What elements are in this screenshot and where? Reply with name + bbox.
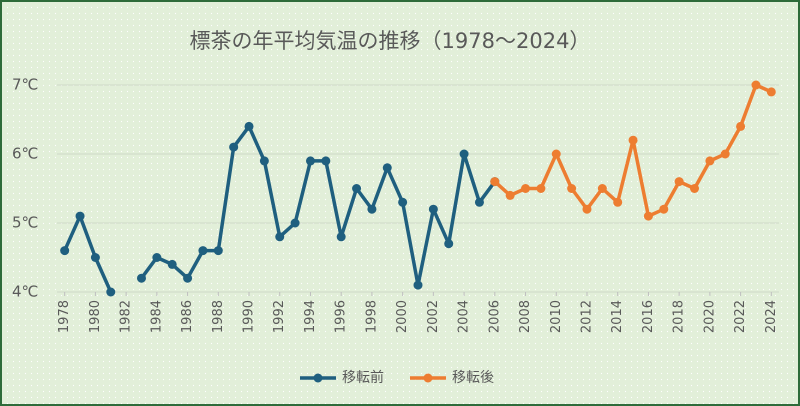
point <box>720 149 730 159</box>
chart-title: 標茶の年平均気温の推移（1978～2024） <box>190 29 591 53</box>
point <box>659 204 669 214</box>
x-tick-label: 2006 <box>487 300 502 333</box>
point <box>521 184 531 193</box>
y-tick-label: 4℃ <box>12 283 38 301</box>
point <box>490 177 500 187</box>
point <box>183 273 193 283</box>
x-tick-label: 2020 <box>702 300 717 333</box>
x-tick-label: 2018 <box>672 300 687 333</box>
point <box>536 184 546 193</box>
x-tick-label: 1990 <box>242 300 257 333</box>
point <box>290 218 300 228</box>
point <box>444 239 454 249</box>
y-tick-label: 6℃ <box>12 145 38 163</box>
x-tick-label: 2010 <box>549 300 564 333</box>
point <box>459 149 469 159</box>
point <box>597 184 607 193</box>
point <box>643 211 653 221</box>
x-tick-label: 1986 <box>180 300 195 333</box>
x-tick-label: 1992 <box>272 300 287 333</box>
point <box>275 232 285 242</box>
point <box>244 121 254 131</box>
point <box>505 190 515 200</box>
x-tick-label: 2022 <box>733 300 748 333</box>
legend-label: 移転後 <box>452 370 494 386</box>
x-tick-label: 1996 <box>334 300 349 333</box>
point <box>474 197 484 207</box>
x-tick-label: 2000 <box>395 300 410 333</box>
point <box>229 142 239 152</box>
point <box>90 253 100 262</box>
x-tick-label: 1980 <box>88 300 103 333</box>
point <box>167 259 177 269</box>
x-tick-label: 1982 <box>119 300 134 333</box>
point <box>136 273 146 283</box>
point <box>751 80 761 90</box>
point <box>352 184 362 193</box>
x-tick-label: 2012 <box>579 300 594 333</box>
point <box>213 246 223 256</box>
series-line <box>63 124 497 293</box>
legend-label: 移転前 <box>342 369 384 386</box>
point <box>75 211 85 221</box>
x-tick-label: 1988 <box>211 300 226 333</box>
point <box>613 197 623 207</box>
point <box>736 121 746 131</box>
point <box>321 156 331 166</box>
point <box>690 184 700 193</box>
legend-marker <box>423 373 433 383</box>
x-tick-label: 2004 <box>457 300 472 333</box>
point <box>336 232 346 242</box>
point <box>582 204 592 214</box>
point <box>674 177 684 187</box>
point <box>705 156 715 166</box>
point <box>60 246 70 256</box>
y-tick-label: 7℃ <box>12 76 38 94</box>
point <box>551 149 561 159</box>
x-tick-label: 2002 <box>426 300 441 333</box>
point <box>628 135 638 145</box>
x-tick-label: 2008 <box>518 300 533 333</box>
point <box>106 287 116 297</box>
x-tick-label: 1978 <box>57 300 72 333</box>
y-tick-label: 5℃ <box>12 214 38 232</box>
point <box>428 204 438 214</box>
x-tick-label: 1984 <box>149 300 164 333</box>
point <box>413 280 423 290</box>
point <box>259 156 269 166</box>
point <box>152 253 162 262</box>
point <box>367 204 377 214</box>
point <box>382 163 392 173</box>
x-tick-label: 2024 <box>764 300 779 333</box>
legend-marker <box>313 373 323 383</box>
point <box>766 87 776 97</box>
x-tick-label: 1998 <box>364 300 379 333</box>
point <box>567 184 577 193</box>
x-tick-label: 1994 <box>303 300 318 333</box>
point <box>305 156 315 166</box>
x-tick-label: 2016 <box>641 300 656 333</box>
point <box>198 246 208 256</box>
x-tick-label: 2014 <box>610 300 625 333</box>
point <box>398 197 408 207</box>
